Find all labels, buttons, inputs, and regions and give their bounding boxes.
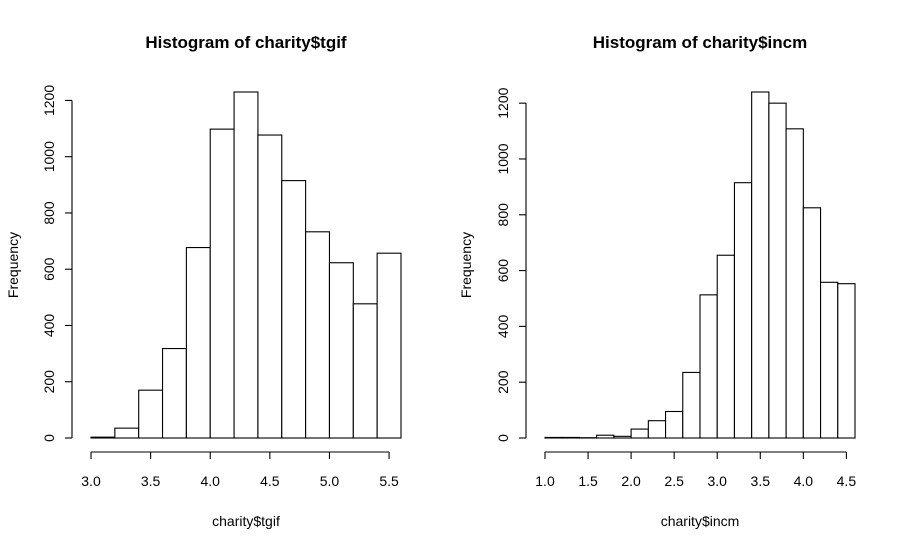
histogram-bar [785, 128, 804, 439]
histogram-bar [665, 410, 684, 439]
histogram-bar [90, 436, 116, 439]
histogram-bar [699, 294, 718, 439]
histogram-bar [305, 231, 331, 439]
histogram-bar [544, 436, 563, 439]
histogram-bar [281, 180, 307, 439]
x-axis-label: charity$incm [661, 513, 740, 529]
x-tick-label: 1.0 [535, 473, 555, 489]
y-tick-label: 0 [41, 434, 57, 442]
y-tick-label: 200 [41, 370, 57, 394]
y-tick-label: 800 [41, 201, 57, 225]
x-tick-label: 4.5 [837, 473, 857, 489]
x-tick-label: 2.0 [621, 473, 641, 489]
x-axis-label: charity$tgif [212, 513, 280, 529]
histogram-panel-tgif: Histogram of charity$tgif charity$tgif F… [5, 33, 402, 529]
histogram-bar [820, 281, 839, 439]
chart-title: Histogram of charity$incm [593, 33, 807, 52]
y-tick-label: 1200 [495, 87, 511, 118]
x-tick-label: 3.0 [81, 473, 101, 489]
histogram-bar [630, 428, 649, 439]
histogram-bar [682, 371, 701, 439]
bars-group [90, 91, 402, 439]
x-tick-label: 3.0 [707, 473, 727, 489]
x-axis: 3.0 3.5 4.0 4.5 5.0 5.5 [81, 451, 399, 489]
histogram-bar [233, 91, 259, 439]
histogram-bar [716, 254, 735, 439]
histogram-bar [768, 102, 787, 439]
histogram-bar [185, 247, 211, 439]
y-axis-label: Frequency [5, 232, 21, 298]
histogram-bar [802, 207, 822, 439]
y-axis-label: Frequency [458, 232, 474, 298]
histogram-bar [561, 436, 580, 439]
histogram-bar [376, 252, 402, 439]
y-tick-label: 800 [495, 203, 511, 227]
x-tick-label: 1.5 [578, 473, 598, 489]
x-axis: 1.0 1.5 2.0 2.5 3.0 3.5 4.0 4.5 [535, 451, 857, 489]
histogram-bar [596, 434, 615, 439]
histogram-bar [161, 347, 187, 439]
histogram-bar [114, 427, 140, 439]
y-axis: 0 200 400 600 800 1000 1200 [41, 85, 73, 442]
histogram-bar [751, 91, 770, 439]
y-tick-label: 400 [495, 314, 511, 338]
x-tick-label: 4.0 [200, 473, 220, 489]
y-tick-label: 1000 [41, 141, 57, 172]
y-tick-label: 0 [495, 434, 511, 442]
histogram-bar [138, 389, 164, 439]
histogram-bar [328, 262, 354, 439]
bars-group [544, 91, 856, 439]
histogram-bar [209, 128, 235, 439]
histogram-bar [352, 303, 378, 439]
y-tick-label: 600 [495, 259, 511, 283]
x-tick-label: 2.5 [664, 473, 684, 489]
y-tick-label: 200 [495, 370, 511, 394]
x-tick-label: 4.5 [260, 473, 280, 489]
x-tick-label: 5.0 [320, 473, 340, 489]
y-tick-label: 1000 [495, 143, 511, 174]
x-tick-label: 5.5 [379, 473, 399, 489]
histogram-bar [613, 435, 632, 439]
x-tick-label: 4.0 [794, 473, 814, 489]
y-tick-label: 600 [41, 257, 57, 281]
chart-title: Histogram of charity$tgif [145, 33, 347, 52]
histogram-bar [733, 182, 753, 439]
histogram-bar [647, 420, 667, 439]
x-tick-label: 3.5 [141, 473, 161, 489]
y-tick-label: 1200 [41, 85, 57, 116]
y-tick-label: 400 [41, 314, 57, 338]
histogram-bar [257, 134, 283, 439]
histogram-panel-incm: Histogram of charity$incm charity$incm F… [458, 33, 856, 529]
histogram-bar [837, 283, 856, 439]
x-tick-label: 3.5 [751, 473, 771, 489]
y-axis: 0 200 400 600 800 1000 1200 [495, 87, 527, 442]
